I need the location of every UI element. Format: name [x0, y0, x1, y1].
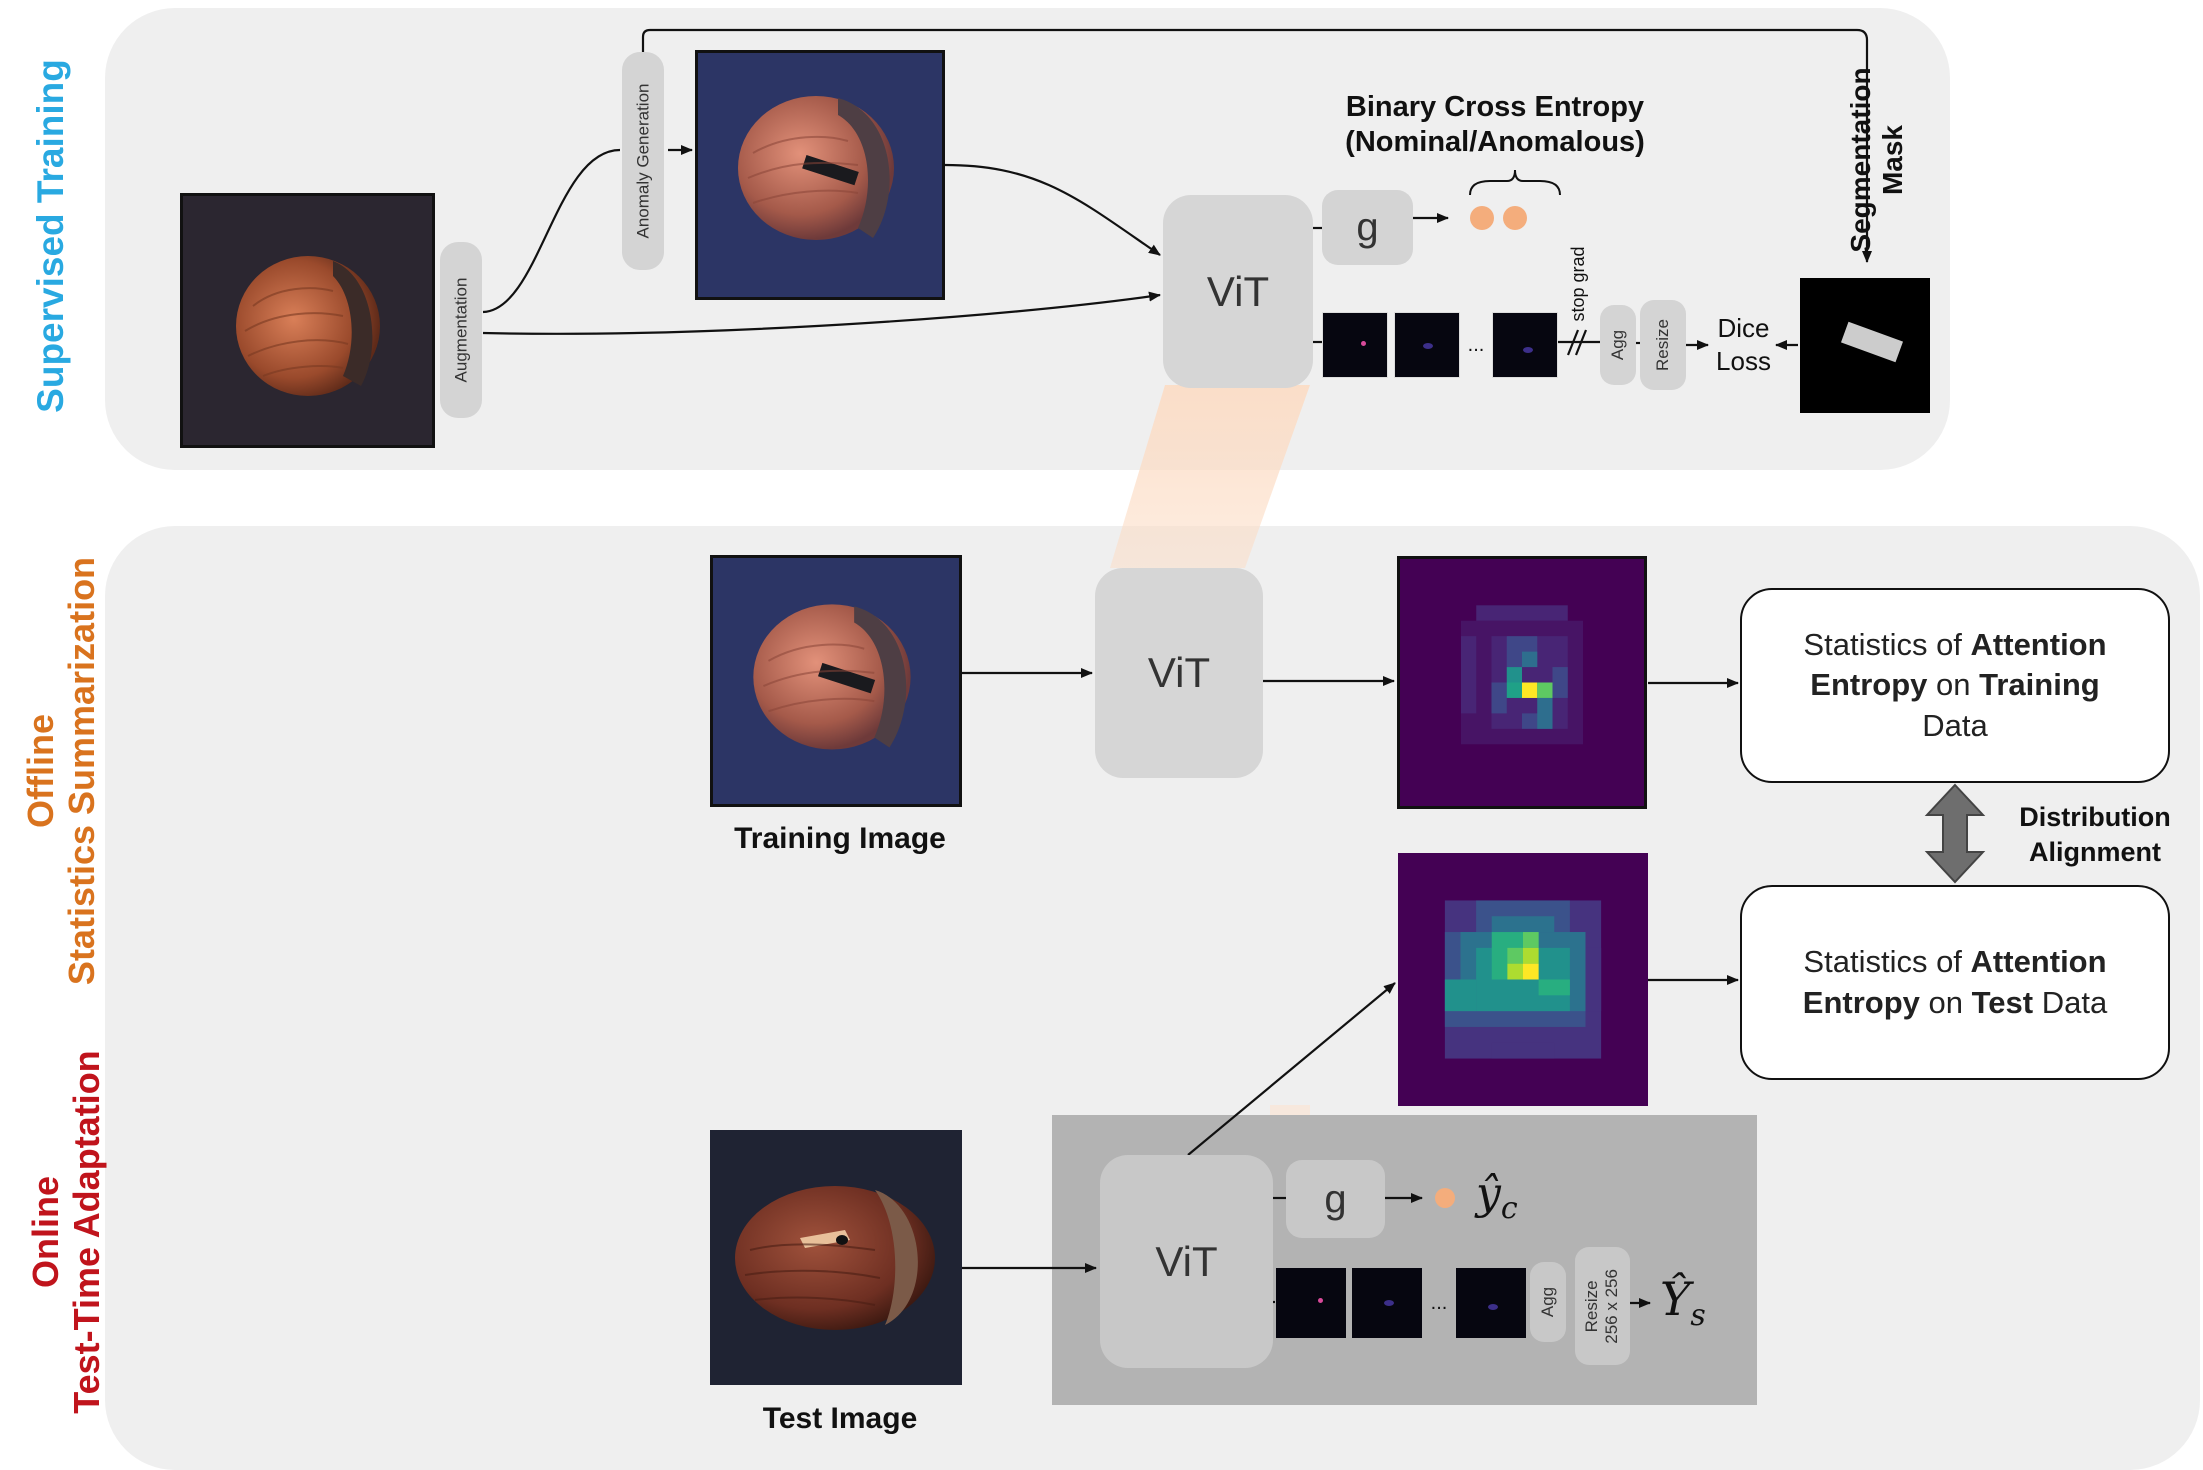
brace-icon [1469, 169, 1561, 196]
resize-block-online: Resize 256 x 256 [1575, 1247, 1630, 1365]
training-attention-heatmap [1397, 556, 1647, 809]
test-image [710, 1130, 962, 1385]
prediction-dot-1 [1470, 206, 1494, 230]
attention-tiles-supervised: ... [1322, 312, 1558, 378]
anomaly-generation-block: Anomaly Generation [622, 52, 664, 270]
stop-grad-label: stop grad [1568, 246, 1588, 322]
tiles-ellipsis: ... [1467, 333, 1485, 356]
attention-tiles-online: ... [1276, 1268, 1526, 1338]
prediction-dot-2 [1503, 206, 1527, 230]
vit-supervised: ViT [1163, 195, 1313, 388]
agg-block-supervised: Agg [1600, 305, 1636, 385]
distribution-alignment-arrow [1924, 783, 1986, 884]
stats-training-box: Statistics of Attention Entropy on Train… [1740, 588, 2170, 783]
dice-loss-label: Dice Loss [1716, 313, 1771, 376]
y-c-hat: ŷc [1476, 1168, 1518, 1226]
vit-online: ViT [1100, 1155, 1273, 1368]
anomaly-augmented-image [695, 50, 945, 300]
segmentation-mask-label: Segmentation Mask [1845, 67, 1909, 253]
input-hazelnut-image [180, 193, 435, 448]
prediction-dot-online [1435, 1188, 1455, 1208]
test-attention-heatmap [1398, 853, 1648, 1106]
g-head-supervised: g [1322, 190, 1413, 265]
test-image-caption: Test Image [762, 1402, 918, 1435]
agg-block-online: Agg [1530, 1262, 1566, 1342]
resize-block-supervised: Resize [1640, 300, 1686, 390]
online-tiles-ellipsis: ... [1430, 1291, 1448, 1314]
stats-test-box: Statistics of Attention Entropy on Test … [1740, 885, 2170, 1080]
vit-offline: ViT [1095, 568, 1263, 778]
training-image [710, 555, 962, 807]
segmentation-mask [1800, 278, 1930, 413]
augmentation-block: Augmentation [440, 242, 482, 418]
g-head-online: g [1286, 1160, 1385, 1238]
training-image-caption: Training Image [734, 822, 946, 855]
distribution-alignment-label: Distribution Alignment [2019, 802, 2171, 868]
bce-label: Binary Cross Entropy (Nominal/Anomalous) [1345, 91, 1645, 158]
y-s-hat: Ŷs [1660, 1272, 1706, 1334]
